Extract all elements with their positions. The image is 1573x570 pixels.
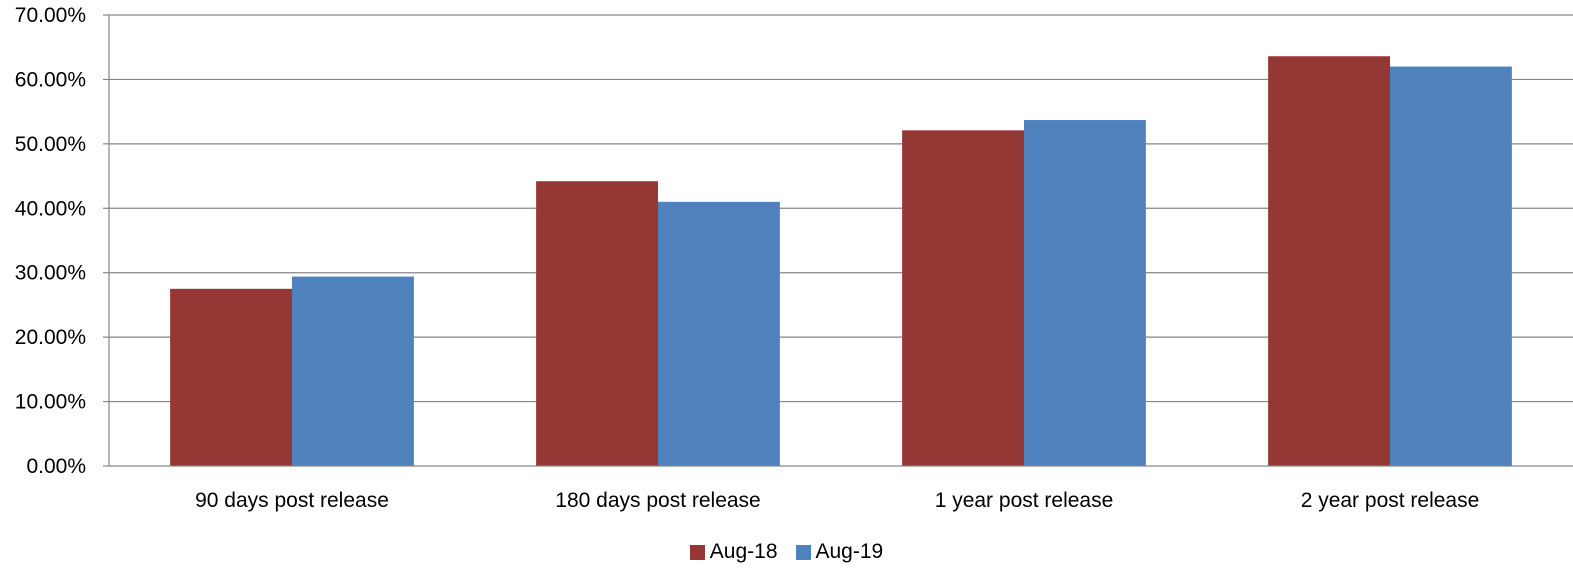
bar-aug-19-1 [292,276,414,466]
y-tick-label: 60.00% [15,68,86,91]
legend-item-aug-19: Aug-19 [795,540,884,564]
legend-item-aug-18: Aug-18 [689,540,778,564]
y-tick-label: 50.00% [15,133,86,156]
y-tick-label: 0.00% [26,455,86,478]
y-tick-label: 70.00% [15,4,86,27]
x-tick-label: 90 days post release [195,489,389,512]
legend: Aug-18 Aug-19 [0,540,1573,564]
legend-label-aug-19: Aug-19 [815,540,884,563]
bar-aug-18-4 [1268,56,1390,467]
axes [103,14,1573,467]
bar-aug-18-3 [902,130,1024,466]
y-tick-label: 20.00% [15,326,86,349]
y-tick-label: 30.00% [15,262,86,285]
y-tick-label: 40.00% [15,197,86,220]
legend-swatch-aug-19 [795,544,811,560]
x-tick-label: 2 year post release [1301,489,1480,512]
x-tick-label: 1 year post release [935,489,1114,512]
bar-aug-18-1 [170,288,292,466]
bar-aug-19-2 [658,201,780,467]
bar-aug-18-2 [536,181,658,466]
y-tick-label: 10.00% [15,391,86,414]
x-tick-label: 180 days post release [555,489,760,512]
bar-aug-19-3 [1024,120,1146,467]
legend-label-aug-18: Aug-18 [709,540,778,563]
legend-swatch-aug-18 [689,544,705,560]
bars [170,56,1512,467]
bar-aug-19-4 [1390,66,1512,467]
x-tick-labels: 90 days post release 180 days post releas… [195,489,1479,512]
y-tick-labels: 0.00% 10.00% 20.00% 30.00% 40.00% 50.00% 60.00… [15,4,86,478]
